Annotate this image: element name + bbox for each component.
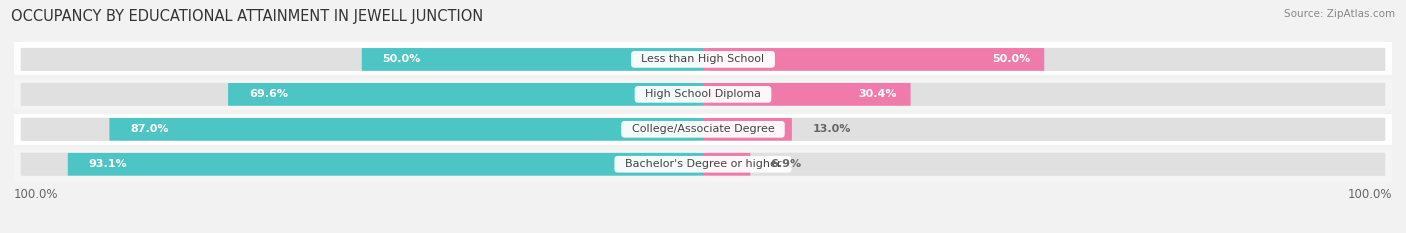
FancyBboxPatch shape — [710, 83, 1385, 106]
FancyBboxPatch shape — [361, 48, 703, 71]
FancyBboxPatch shape — [228, 83, 703, 106]
Text: 13.0%: 13.0% — [813, 124, 851, 134]
Text: 100.0%: 100.0% — [1347, 188, 1392, 201]
Text: Bachelor's Degree or higher: Bachelor's Degree or higher — [617, 159, 789, 169]
Text: College/Associate Degree: College/Associate Degree — [624, 124, 782, 134]
FancyBboxPatch shape — [14, 42, 1392, 77]
FancyBboxPatch shape — [710, 118, 1385, 141]
FancyBboxPatch shape — [21, 153, 696, 176]
Text: Less than High School: Less than High School — [634, 55, 772, 64]
FancyBboxPatch shape — [21, 83, 696, 106]
FancyBboxPatch shape — [21, 118, 696, 141]
FancyBboxPatch shape — [67, 153, 703, 176]
FancyBboxPatch shape — [703, 48, 1045, 71]
Text: 50.0%: 50.0% — [382, 55, 420, 64]
FancyBboxPatch shape — [703, 118, 792, 141]
FancyBboxPatch shape — [703, 83, 911, 106]
FancyBboxPatch shape — [710, 153, 1385, 176]
Text: OCCUPANCY BY EDUCATIONAL ATTAINMENT IN JEWELL JUNCTION: OCCUPANCY BY EDUCATIONAL ATTAINMENT IN J… — [11, 9, 484, 24]
Text: Source: ZipAtlas.com: Source: ZipAtlas.com — [1284, 9, 1395, 19]
FancyBboxPatch shape — [14, 77, 1392, 112]
Text: 6.9%: 6.9% — [770, 159, 801, 169]
FancyBboxPatch shape — [14, 112, 1392, 147]
FancyBboxPatch shape — [14, 147, 1392, 182]
Text: 100.0%: 100.0% — [14, 188, 59, 201]
Text: 87.0%: 87.0% — [131, 124, 169, 134]
FancyBboxPatch shape — [703, 153, 751, 176]
FancyBboxPatch shape — [710, 48, 1385, 71]
Text: 50.0%: 50.0% — [993, 55, 1031, 64]
Text: 30.4%: 30.4% — [858, 89, 897, 99]
FancyBboxPatch shape — [110, 118, 703, 141]
Text: 69.6%: 69.6% — [249, 89, 288, 99]
Text: High School Diploma: High School Diploma — [638, 89, 768, 99]
Text: 93.1%: 93.1% — [89, 159, 128, 169]
FancyBboxPatch shape — [21, 48, 696, 71]
